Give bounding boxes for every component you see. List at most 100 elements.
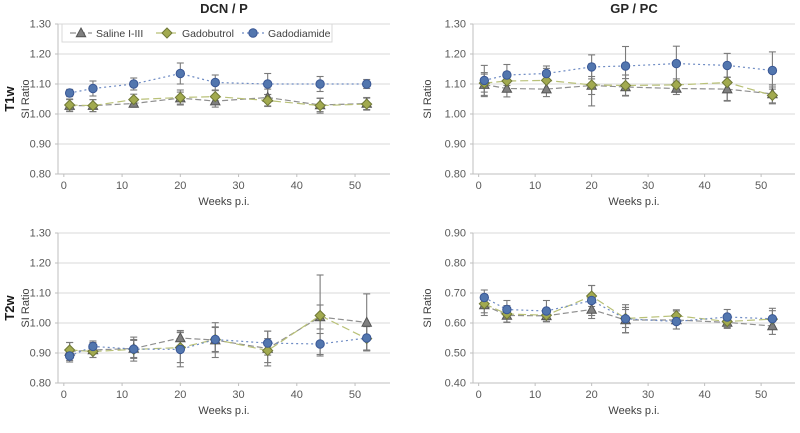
circle-marker-icon bbox=[671, 316, 682, 327]
svg-text:1.20: 1.20 bbox=[445, 49, 466, 61]
circle-marker-icon bbox=[175, 68, 186, 79]
diamond-marker-icon bbox=[540, 74, 553, 87]
svg-text:T2w: T2w bbox=[2, 294, 17, 320]
svg-text:1.00: 1.00 bbox=[445, 109, 466, 121]
diamond-marker-icon bbox=[161, 27, 173, 39]
circle-marker-icon bbox=[315, 339, 325, 349]
svg-text:20: 20 bbox=[174, 389, 186, 401]
circle-marker-icon bbox=[620, 61, 631, 71]
svg-text:20: 20 bbox=[586, 180, 598, 192]
diamond-marker-icon bbox=[87, 99, 99, 112]
svg-text:Gadobutrol: Gadobutrol bbox=[182, 28, 234, 40]
circle-marker-icon bbox=[479, 292, 489, 303]
svg-text:20: 20 bbox=[174, 180, 186, 192]
triangle-marker-icon bbox=[174, 331, 186, 343]
circle-marker-icon bbox=[502, 70, 512, 80]
svg-text:30: 30 bbox=[642, 180, 654, 192]
triangle-marker-icon bbox=[361, 316, 373, 327]
svg-text:40: 40 bbox=[291, 389, 303, 401]
svg-text:Gadodiamide: Gadodiamide bbox=[268, 28, 331, 40]
circle-marker-icon bbox=[362, 79, 372, 89]
chart-t2w-dcn-p: 0.80 0.90 1.00 1.10 1.20 1.30 0 10 20 30 40 50 Weeks… bbox=[0, 217, 400, 433]
triangle-marker-icon bbox=[540, 83, 552, 94]
svg-text:50: 50 bbox=[755, 389, 767, 401]
svg-text:0.90: 0.90 bbox=[445, 228, 466, 240]
svg-text:Weeks p.i.: Weeks p.i. bbox=[608, 405, 659, 417]
svg-text:0.80: 0.80 bbox=[30, 378, 51, 390]
diamond-marker-icon bbox=[314, 309, 326, 322]
svg-text:Weeks p.i.: Weeks p.i. bbox=[198, 196, 249, 208]
circle-marker-icon bbox=[586, 62, 597, 72]
svg-text:10: 10 bbox=[529, 180, 541, 192]
circle-marker-icon bbox=[64, 88, 75, 98]
svg-text:50: 50 bbox=[349, 389, 361, 401]
circle-marker-icon bbox=[315, 79, 325, 89]
circle-marker-icon bbox=[248, 28, 258, 38]
circle-marker-icon bbox=[129, 79, 139, 89]
svg-text:SI Ratio: SI Ratio bbox=[20, 288, 32, 327]
svg-text:20: 20 bbox=[586, 389, 598, 401]
diamond-marker-icon bbox=[261, 94, 274, 107]
circle-marker-icon bbox=[722, 312, 732, 322]
diamond-marker-icon bbox=[585, 79, 598, 91]
svg-text:0.80: 0.80 bbox=[445, 169, 466, 181]
svg-text:0.80: 0.80 bbox=[30, 169, 51, 181]
series-gadodiamide bbox=[479, 292, 778, 327]
circle-marker-icon bbox=[502, 304, 512, 315]
svg-text:0.70: 0.70 bbox=[445, 288, 466, 300]
svg-text:1.20: 1.20 bbox=[30, 49, 51, 61]
svg-text:0.90: 0.90 bbox=[30, 139, 51, 151]
circle-marker-icon bbox=[262, 338, 273, 348]
svg-text:GP / PC: GP / PC bbox=[610, 1, 658, 16]
svg-text:DCN / P: DCN / P bbox=[200, 1, 248, 16]
circle-marker-icon bbox=[722, 60, 732, 71]
svg-text:SI Ratio: SI Ratio bbox=[20, 79, 32, 118]
chart-t1w-dcn-p: 0.80 0.90 1.00 1.10 1.20 1.30 0 10 20 30 40 50 DCN /… bbox=[0, 0, 400, 217]
diamond-marker-icon bbox=[209, 90, 221, 103]
series-gadodiamide bbox=[64, 68, 372, 98]
chart-t2w-gp-pc: 0.40 0.50 0.60 0.70 0.80 0.90 0 10 20 30 40 50 Weeks… bbox=[400, 217, 800, 433]
triangle-marker-icon bbox=[501, 82, 513, 93]
svg-text:1.30: 1.30 bbox=[445, 19, 466, 31]
svg-text:10: 10 bbox=[529, 389, 541, 401]
circle-marker-icon bbox=[88, 341, 98, 352]
diamond-marker-icon bbox=[360, 98, 373, 110]
svg-text:0.90: 0.90 bbox=[445, 139, 466, 151]
axes: 0.80 0.90 1.00 1.10 1.20 1.30 0 10 20 30 40 50 bbox=[445, 19, 795, 192]
triangle-marker-icon bbox=[766, 319, 778, 331]
svg-text:40: 40 bbox=[698, 180, 710, 192]
svg-text:0.50: 0.50 bbox=[445, 348, 466, 360]
circle-marker-icon bbox=[129, 344, 139, 354]
svg-text:SI Ratio: SI Ratio bbox=[422, 288, 434, 327]
circle-marker-icon bbox=[88, 83, 98, 94]
svg-text:1.30: 1.30 bbox=[30, 228, 51, 240]
svg-text:1.20: 1.20 bbox=[30, 258, 51, 270]
axes: 0.80 0.90 1.00 1.10 1.20 1.30 0 10 20 30 40 50 bbox=[30, 228, 390, 401]
circle-marker-icon bbox=[210, 334, 220, 345]
svg-text:40: 40 bbox=[698, 389, 710, 401]
svg-text:1.00: 1.00 bbox=[30, 318, 51, 330]
chart-t1w-gp-pc-svg: 0.80 0.90 1.00 1.10 1.20 1.30 0 10 20 30 40 50 GP / … bbox=[400, 0, 800, 217]
svg-text:Weeks p.i.: Weeks p.i. bbox=[198, 405, 249, 417]
svg-text:10: 10 bbox=[116, 180, 128, 192]
svg-text:30: 30 bbox=[232, 389, 244, 401]
legend: Saline I-III Gadobutrol Gadodiamide bbox=[61, 23, 333, 43]
gridlines bbox=[58, 23, 390, 145]
diamond-marker-icon bbox=[619, 79, 632, 92]
svg-text:10: 10 bbox=[116, 389, 128, 401]
triangle-marker-icon bbox=[75, 26, 87, 38]
svg-text:0.90: 0.90 bbox=[30, 348, 51, 360]
circle-marker-icon bbox=[586, 295, 597, 306]
circle-marker-icon bbox=[541, 68, 552, 79]
svg-text:SI Ratio: SI Ratio bbox=[422, 79, 434, 118]
diamond-marker-icon bbox=[174, 91, 187, 104]
circle-marker-icon bbox=[262, 79, 273, 89]
svg-text:1.10: 1.10 bbox=[445, 79, 466, 91]
circle-marker-icon bbox=[671, 58, 682, 69]
svg-text:T1w: T1w bbox=[2, 85, 17, 111]
svg-text:0.40: 0.40 bbox=[445, 378, 466, 390]
circle-marker-icon bbox=[620, 314, 631, 324]
series-gadobutrol bbox=[63, 90, 373, 112]
svg-text:1.10: 1.10 bbox=[30, 288, 51, 300]
